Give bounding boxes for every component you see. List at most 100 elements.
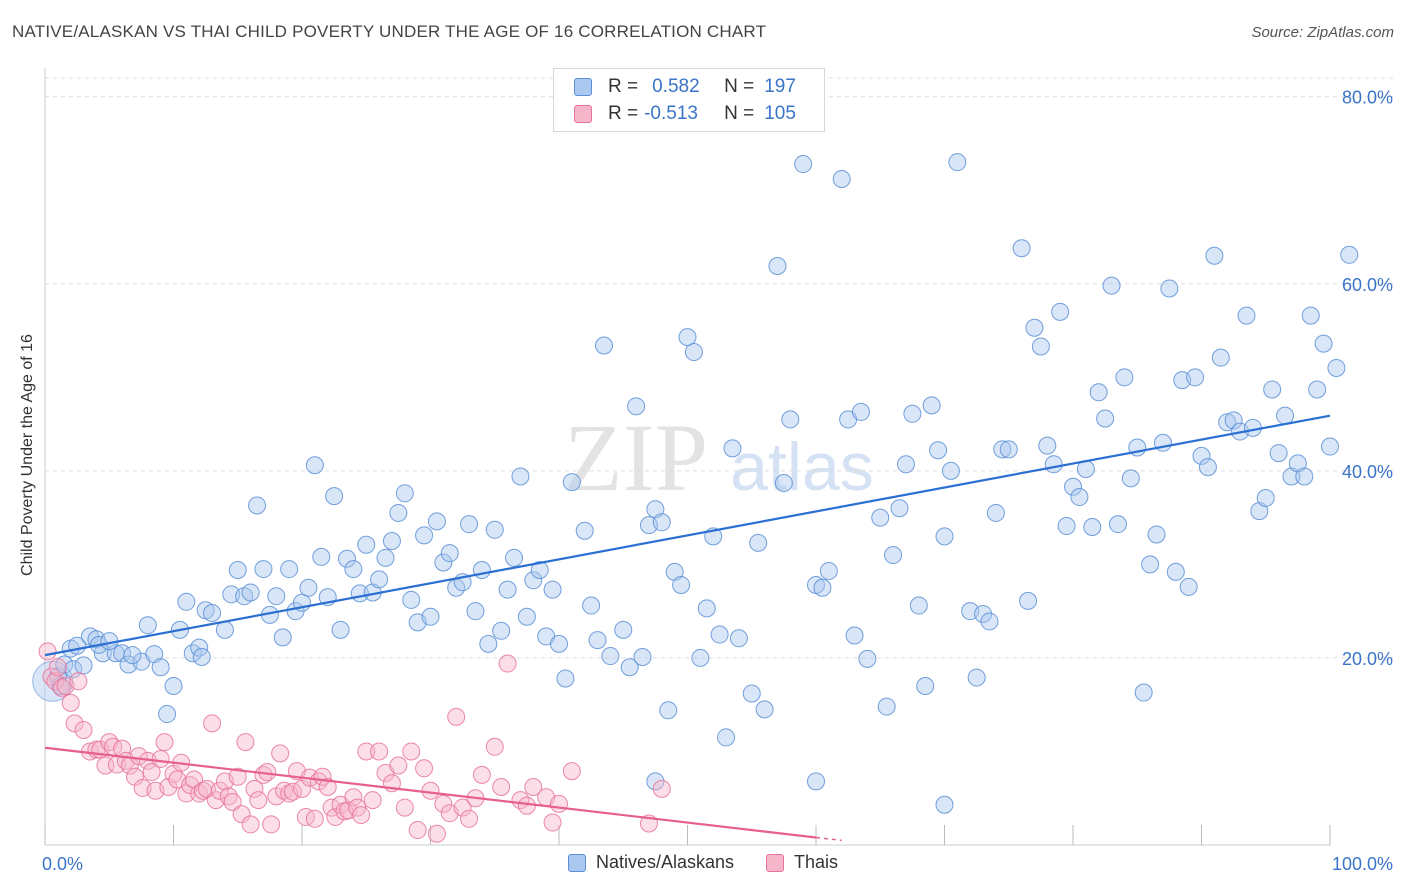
thai-point xyxy=(363,791,382,810)
legend-swatch-pink xyxy=(574,105,592,123)
thai-point xyxy=(69,672,88,691)
bottom-legend-swatch-blue xyxy=(567,853,586,872)
native-point xyxy=(505,548,524,567)
native-point xyxy=(742,684,761,703)
thai-point xyxy=(262,815,281,834)
native-point xyxy=(1211,348,1230,367)
native-point xyxy=(986,503,1005,522)
thai-point xyxy=(142,763,161,782)
native-point xyxy=(164,676,183,695)
native-point xyxy=(1102,276,1121,295)
native-point xyxy=(935,795,954,814)
thai-point xyxy=(402,742,421,761)
native-point xyxy=(1064,477,1082,496)
native-point xyxy=(935,527,954,546)
native-point xyxy=(980,612,999,631)
thai-point xyxy=(210,781,229,800)
native-point xyxy=(659,701,678,720)
native-point xyxy=(562,473,581,492)
native-point xyxy=(460,515,479,534)
native-point xyxy=(819,561,838,580)
native-point xyxy=(440,544,459,563)
native-point xyxy=(633,647,652,666)
native-point xyxy=(851,402,870,421)
thai-point xyxy=(357,742,376,761)
native-point xyxy=(74,656,93,675)
native-point xyxy=(192,647,211,666)
thai-point xyxy=(249,791,268,810)
native-point xyxy=(248,496,267,515)
native-point xyxy=(1179,577,1198,596)
native-point xyxy=(337,549,356,568)
x-tick-label: 0.0% xyxy=(42,854,83,874)
thai-point xyxy=(389,756,408,775)
thai-point xyxy=(652,779,671,798)
native-point xyxy=(376,548,395,567)
native-point xyxy=(485,520,504,539)
native-point xyxy=(402,590,421,609)
bottom-legend-swatch-pink xyxy=(766,853,785,872)
thai-point xyxy=(427,824,446,843)
thai-point xyxy=(318,778,337,797)
native-point xyxy=(382,532,401,551)
thai-point xyxy=(296,807,315,826)
native-point xyxy=(1134,683,1153,702)
native-point xyxy=(755,700,774,719)
native-point xyxy=(305,456,324,475)
thais-trend-extension xyxy=(815,836,842,842)
native-point xyxy=(466,602,485,621)
native-point xyxy=(312,547,331,566)
native-point xyxy=(774,474,793,493)
native-point xyxy=(543,580,562,599)
native-point xyxy=(1269,444,1288,463)
native-point xyxy=(344,560,363,579)
natives-points xyxy=(32,153,1359,814)
legend-n-label: N = xyxy=(724,76,755,97)
native-point xyxy=(1198,458,1217,477)
thai-point xyxy=(562,762,581,781)
legend-r-label: R = xyxy=(608,76,639,97)
native-point xyxy=(325,487,344,506)
native-point xyxy=(1276,406,1295,425)
bottom-legend: Natives/Alaskans Thais xyxy=(0,852,1406,873)
native-point xyxy=(1019,591,1038,610)
native-point xyxy=(1141,555,1160,574)
thai-point xyxy=(492,778,511,797)
native-point xyxy=(492,621,511,640)
native-point xyxy=(331,620,350,639)
native-point xyxy=(1282,467,1301,486)
thai-point xyxy=(352,806,371,825)
thai-point xyxy=(48,658,67,677)
thai-point xyxy=(543,813,562,832)
native-point xyxy=(1295,467,1314,486)
native-point xyxy=(389,503,408,522)
legend-swatch-blue xyxy=(574,78,592,96)
native-point xyxy=(1192,446,1211,465)
native-point xyxy=(434,553,453,572)
native-point xyxy=(1147,525,1166,544)
source-label: Source: ZipAtlas.com xyxy=(1251,24,1394,41)
native-point xyxy=(267,587,286,606)
native-point xyxy=(1070,488,1089,507)
thai-point xyxy=(415,759,434,778)
native-point xyxy=(768,257,787,276)
thai-point xyxy=(46,672,65,691)
native-point xyxy=(1321,437,1339,456)
native-point xyxy=(941,461,960,480)
chart-title: NATIVE/ALASKAN VS THAI CHILD POVERTY UND… xyxy=(12,22,767,41)
native-point xyxy=(1327,358,1346,377)
native-point xyxy=(1340,245,1359,264)
native-point xyxy=(151,658,170,677)
legend: R = 0.582 N = 197 R = -0.513 N = 105 xyxy=(553,68,825,132)
thai-point xyxy=(74,720,93,739)
native-point xyxy=(884,546,903,565)
thai-point xyxy=(305,809,324,828)
native-point xyxy=(280,560,299,579)
native-point xyxy=(1031,337,1050,356)
native-point xyxy=(1308,380,1327,399)
thai-point xyxy=(65,714,84,733)
native-point xyxy=(871,508,890,527)
native-point xyxy=(652,513,671,532)
native-point xyxy=(909,596,928,615)
watermark-atlas: atlas xyxy=(730,429,874,505)
